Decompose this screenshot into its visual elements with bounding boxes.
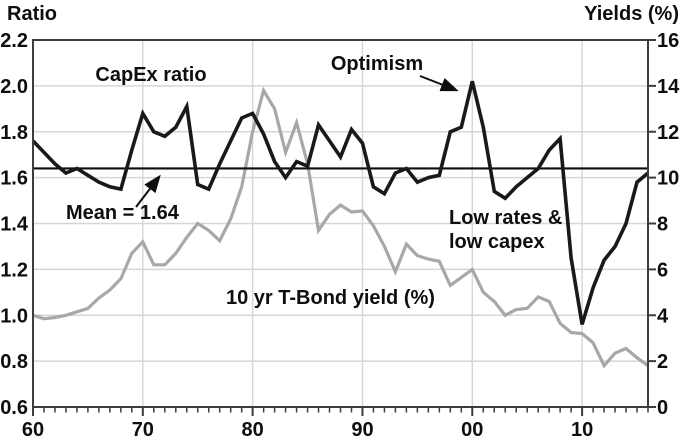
low-rates-annotation: Low rates & low capex [449,206,562,254]
left-tick-label: 1.6 [0,168,28,190]
x-tick-label: 60 [22,419,44,441]
mean-arrow [135,174,161,208]
capex-series-label: CapEx ratio [95,64,207,86]
plot-frame [32,39,649,408]
optimism-annotation: Optimism [330,53,424,75]
right-tick-label: 4 [657,305,669,327]
left-tick-label: 0.6 [0,397,28,419]
right-tick-label: 2 [657,351,668,373]
optimism-arrow [419,75,459,92]
left-tick-label: 1.0 [0,305,28,327]
left-tick-label: 1.8 [0,122,28,144]
capex-line [31,80,650,325]
x-tick-label: 10 [571,419,593,441]
left-tick-label: 0.8 [0,351,28,373]
x-tick-label: 90 [351,419,373,441]
right-tick-label: 8 [657,214,668,236]
left-tick-label: 2.0 [0,76,28,98]
right-tick-label: 14 [657,76,680,98]
right-tick-label: 6 [657,259,668,281]
left-tick-label: 1.2 [0,259,28,281]
right-tick-label: 0 [657,397,668,419]
left-tick-label: 1.4 [0,214,29,236]
left-tick-label: 2.2 [0,30,28,52]
x-tick-label: 00 [461,419,483,441]
right-tick-label: 16 [657,30,679,52]
right-tick-label: 10 [657,168,679,190]
right-axis-title: Yields (%) [584,3,679,25]
x-tick-label: 70 [132,419,154,441]
left-axis-title: Ratio [7,3,57,25]
low-rates-line1: Low rates & [449,207,563,229]
tbond-series-label: 10 yr T-Bond yield (%) [226,287,435,309]
tbond-line [32,86,649,369]
low-rates-line2: low capex [449,231,545,253]
mean-annotation: Mean = 1.64 [66,202,179,224]
right-tick-label: 12 [657,122,679,144]
x-tick-label: 80 [242,419,264,441]
